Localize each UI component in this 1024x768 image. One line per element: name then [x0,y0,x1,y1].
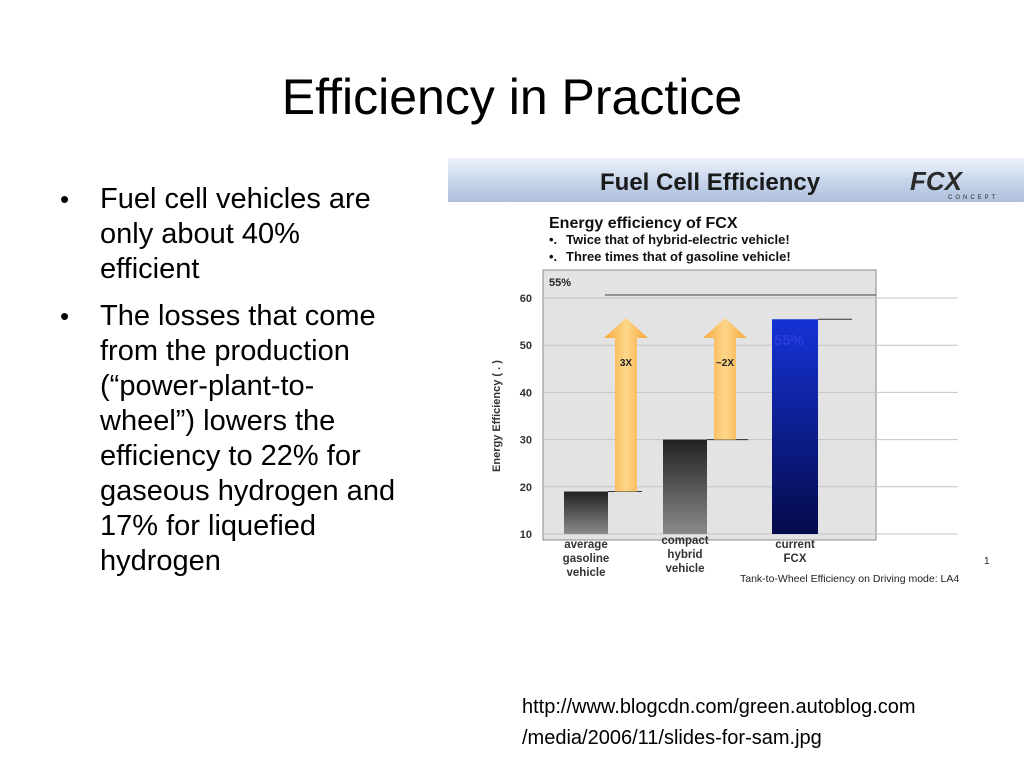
y-tick-label: 30 [520,435,532,447]
category-label: compact [661,535,708,547]
bullet-item: • The losses that come from the producti… [58,299,403,579]
arrow-label: ~2X [716,358,734,369]
bullet-text: Fuel cell vehicles are only about 40% ef… [100,183,371,285]
figure-point: Twice that of hybrid-electric vehicle! [566,232,790,247]
figure-point-bullet: •. [549,232,557,247]
source-line: /media/2006/11/slides-for-sam.jpg [522,727,822,749]
figure-point-bullet: •. [549,249,557,264]
figure-point: Three times that of gasoline vehicle! [566,249,791,264]
bar [663,439,707,534]
figure-slide-number: 1 [984,556,990,567]
increase-arrow [604,318,648,492]
y-tick-label: 40 [520,387,532,399]
y-tick-label: 20 [520,482,532,494]
bar [564,491,608,534]
y-tick-label: 10 [520,529,532,541]
bullet-text: The losses that come from the production… [100,300,396,577]
y-tick-label: 60 [520,293,532,305]
category-label: vehicle [567,567,606,579]
category-label: gasoline [563,553,610,565]
arrow-label: 3X [620,358,633,369]
increase-arrow [703,318,747,440]
fcx-efficiency-figure: Fuel Cell Efficiency FCX CONCEPT Energy … [448,158,1024,590]
category-label: current [775,539,815,551]
category-label: FCX [784,553,807,565]
bullet-list: • Fuel cell vehicles are only about 40% … [58,182,403,591]
category-label: average [564,539,607,551]
banner-background [448,158,1024,202]
fcx-logo-text: FCX [910,166,964,196]
y-axis-label: Energy Efficiency ( . ) [491,360,503,472]
bar [772,319,818,534]
figure-footnote: Tank-to-Wheel Efficiency on Driving mode… [740,573,959,585]
efficiency-bar-chart: 10 20 30 40 50 60 Energy Efficiency ( . ) 55% 55… [491,269,958,579]
fcx-bar-value-label: 55% [774,332,804,349]
category-label: vehicle [666,563,705,575]
bullet-item: • Fuel cell vehicles are only about 40% … [58,182,403,287]
bullet-icon: • [60,184,70,214]
reference-label: 55% [549,277,571,289]
slide-title: Efficiency in Practice [281,69,743,125]
y-tick-label: 50 [520,340,532,352]
banner-title: Fuel Cell Efficiency [600,169,821,196]
source-citation: http://www.blogcdn.com/green.autoblog.co… [522,692,1022,754]
fcx-logo: FCX CONCEPT [910,166,998,201]
fcx-logo-subtext: CONCEPT [948,195,998,201]
source-line: http://www.blogcdn.com/green.autoblog.co… [522,696,916,718]
figure-heading: Energy efficiency of FCX [549,215,738,232]
category-label: hybrid [667,549,702,561]
bullet-icon: • [60,301,70,331]
fcx-figure-svg: Fuel Cell Efficiency FCX CONCEPT Energy … [448,158,1024,585]
